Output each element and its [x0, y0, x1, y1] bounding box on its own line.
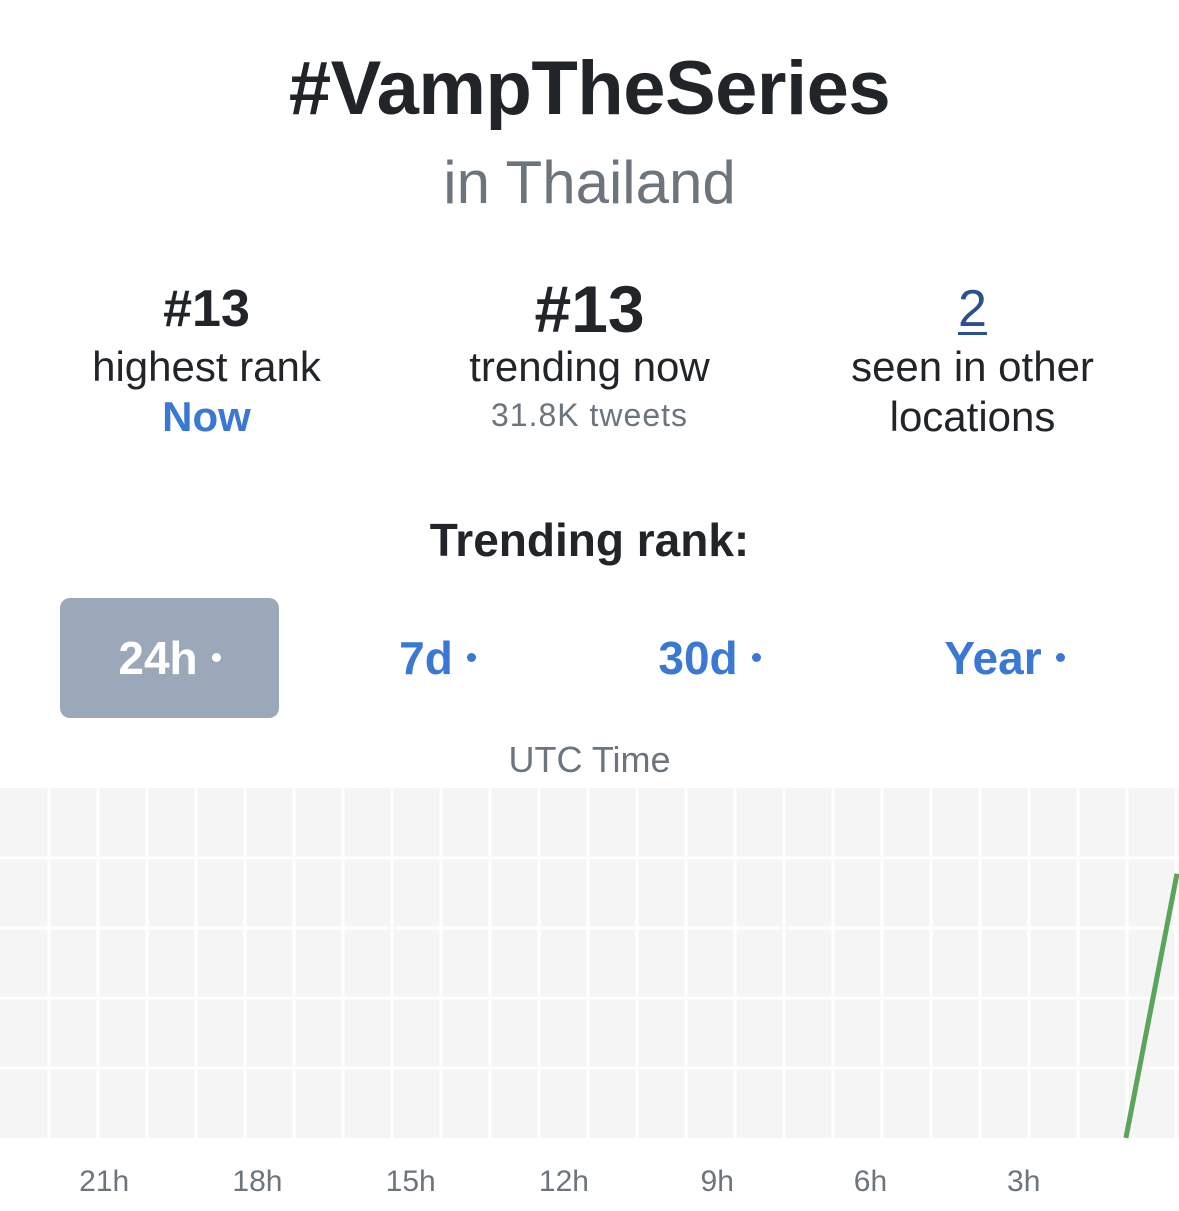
highest-rank-value: #13 [163, 280, 250, 338]
x-axis-title: UTC Time [508, 739, 671, 780]
x-tick-label: 12h [539, 1165, 589, 1198]
tab-24h-label: 24h [118, 632, 198, 684]
tab-year-label: Year [944, 632, 1042, 684]
time-range-tabs: 24h 7d 30d Year [0, 598, 1179, 718]
tweet-count: 31.8K tweets [491, 397, 688, 433]
x-tick-label: 21h [79, 1165, 129, 1198]
x-tick-label: 3h [1007, 1165, 1040, 1198]
stat-other-locations: 2 seen in other locations [776, 276, 1169, 442]
stat-highest-rank: #13 highest rank Now [10, 276, 403, 442]
x-tick-label: 18h [232, 1165, 282, 1198]
other-locations-label-1: seen in other [851, 343, 1094, 390]
tab-24h[interactable]: 24h [60, 598, 279, 718]
page-title: #VampTheSeries [288, 46, 891, 131]
page-subtitle: in Thailand [443, 149, 736, 216]
tab-30d-label: 30d [658, 632, 738, 684]
dot-icon [466, 653, 476, 663]
dot-icon [1055, 653, 1065, 663]
highest-rank-label: highest rank [92, 343, 321, 390]
stat-trending-now: #13 trending now 31.8K tweets [393, 276, 786, 438]
highest-rank-when: Now [162, 393, 251, 440]
dot-icon [751, 653, 761, 663]
tab-7d-label: 7d [399, 632, 453, 684]
x-tick-label: 9h [701, 1165, 734, 1198]
trend-chart-svg: 21h 18h 15h 12h 9h 6h 3h [0, 788, 1179, 1198]
tab-7d[interactable]: 7d [328, 598, 547, 718]
tab-30d[interactable]: 30d [600, 598, 819, 718]
x-tick-label: 6h [854, 1165, 887, 1198]
dot-icon [211, 653, 221, 663]
trending-now-value: #13 [534, 272, 645, 346]
trending-now-label: trending now [469, 343, 710, 390]
other-locations-link[interactable]: 2 [958, 280, 987, 338]
trending-rank-title: Trending rank: [429, 514, 750, 566]
series-line-0 [1123, 873, 1179, 1139]
x-tick-label: 15h [386, 1165, 436, 1198]
tab-year[interactable]: Year [895, 598, 1114, 718]
trend-chart: 21h 18h 15h 12h 9h 6h 3h [0, 788, 1179, 1208]
other-locations-label-2: locations [889, 393, 1056, 440]
